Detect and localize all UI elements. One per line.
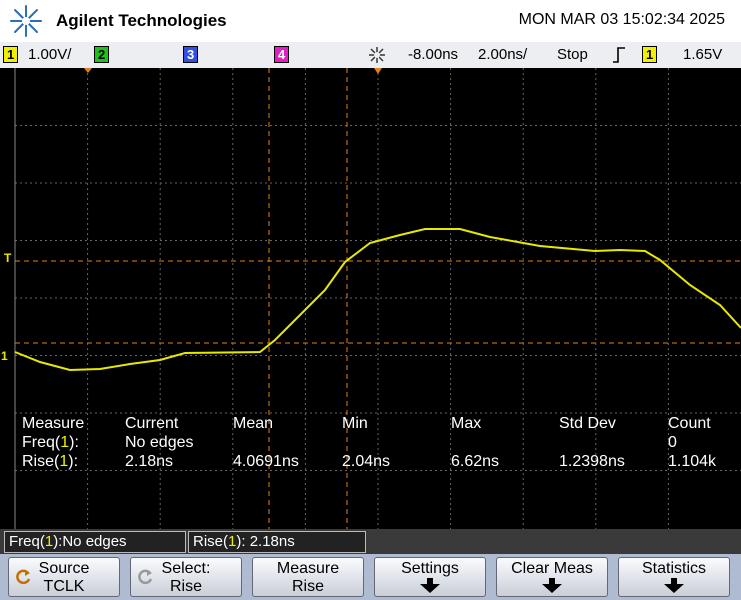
label: ): [69, 434, 79, 451]
graticule: T 1 [1, 68, 741, 529]
col-header: Std Dev [559, 415, 616, 432]
grid [15, 68, 741, 529]
brand: Agilent Technologies [56, 11, 227, 30]
ch3-badge: 3 [183, 46, 199, 63]
cell: 2.04ns [342, 453, 391, 470]
label: Rise( [193, 533, 229, 550]
col-header: Max [451, 415, 482, 432]
readout: Rise(1): 2.18ns [188, 531, 366, 553]
cell: 2.18ns [125, 453, 174, 470]
readout: Freq(1):No edges [4, 531, 186, 553]
cursors [15, 68, 741, 529]
status-bar: 1 1.00V/ 2 3 4 -8.00ns 2.00ns/ Stop 1 1.… [0, 42, 741, 68]
trigger-level: 1.65V [683, 46, 723, 63]
cell: 6.62ns [451, 453, 500, 470]
channel: 1 [228, 533, 237, 550]
softkey-label: Statistics [641, 560, 706, 577]
knob-icon [16, 569, 31, 585]
row-label: Freq(1): [22, 434, 79, 452]
col-header: Min [342, 415, 368, 432]
softkey-bar [0, 554, 741, 600]
channel: 1 [59, 453, 69, 470]
waveform [14, 228, 741, 372]
channel: 1 [44, 533, 54, 550]
col-header: Measure [22, 415, 85, 432]
ch4-badge: 4 [274, 46, 290, 63]
label: Freq( [22, 434, 61, 451]
channel: 1 [60, 434, 70, 451]
ch1-badge: 1 [3, 46, 19, 63]
softkey-label: Clear Meas [511, 560, 593, 577]
value: ):No edges [53, 533, 127, 550]
cell: No edges [125, 434, 194, 451]
delay-marker [84, 68, 92, 73]
measurement-table: Measure Current Mean Min Max Std Dev Cou… [0, 415, 741, 475]
softkey[interactable]: Settings [374, 557, 486, 597]
delay: -8.00ns [408, 46, 459, 63]
down-arrow [664, 578, 684, 593]
softkey[interactable]: Source TCLK [8, 557, 120, 597]
header: Agilent Technologies MON MAR 03 15:02:34… [0, 0, 741, 42]
ch1-scale: 1.00V/ [28, 46, 72, 63]
down-arrow [542, 578, 562, 593]
col-header: Current [125, 415, 179, 432]
softkey-label: Select: [161, 560, 211, 577]
col-header: Mean [233, 415, 274, 432]
softkey-label: Rise [291, 578, 324, 595]
row-label: Rise(1): [22, 453, 78, 471]
softkey[interactable]: Measure Rise [252, 557, 364, 597]
cell: 0 [668, 434, 677, 451]
cell: 4.0691ns [233, 453, 299, 470]
softkey-label: TCLK [43, 578, 85, 595]
datetime: MON MAR 03 15:02:34 2025 [518, 11, 725, 28]
softkey[interactable]: Select: Rise [130, 557, 242, 597]
trigger-marker: T [4, 251, 12, 265]
ground-marker: 1 [1, 349, 8, 363]
label: Freq( [9, 533, 45, 550]
softkey[interactable]: Statistics [618, 557, 730, 597]
run-state: Stop [557, 46, 588, 63]
label: ): [68, 453, 79, 470]
cell: 1.2398ns [559, 453, 625, 470]
trigger-position [374, 68, 382, 74]
softkey-label: Source [38, 560, 90, 577]
logo [10, 5, 42, 37]
value: ): 2.18ns [236, 533, 295, 550]
trigger-source: 1 [642, 46, 658, 63]
label: Rise( [22, 453, 60, 470]
knob-icon [138, 569, 153, 585]
col-header: Count [668, 415, 711, 432]
softkey-label: Rise [169, 578, 202, 595]
trigger-icon [369, 47, 385, 63]
edge-icon [613, 47, 625, 63]
softkey[interactable]: Clear Meas [496, 557, 608, 597]
timebase: 2.00ns/ [478, 46, 528, 63]
softkey-label: Settings [401, 560, 459, 577]
ch2-badge: 2 [94, 46, 110, 63]
cell: 1.104k [668, 453, 717, 470]
down-arrow [420, 578, 440, 593]
softkey-label: Measure [276, 560, 340, 577]
